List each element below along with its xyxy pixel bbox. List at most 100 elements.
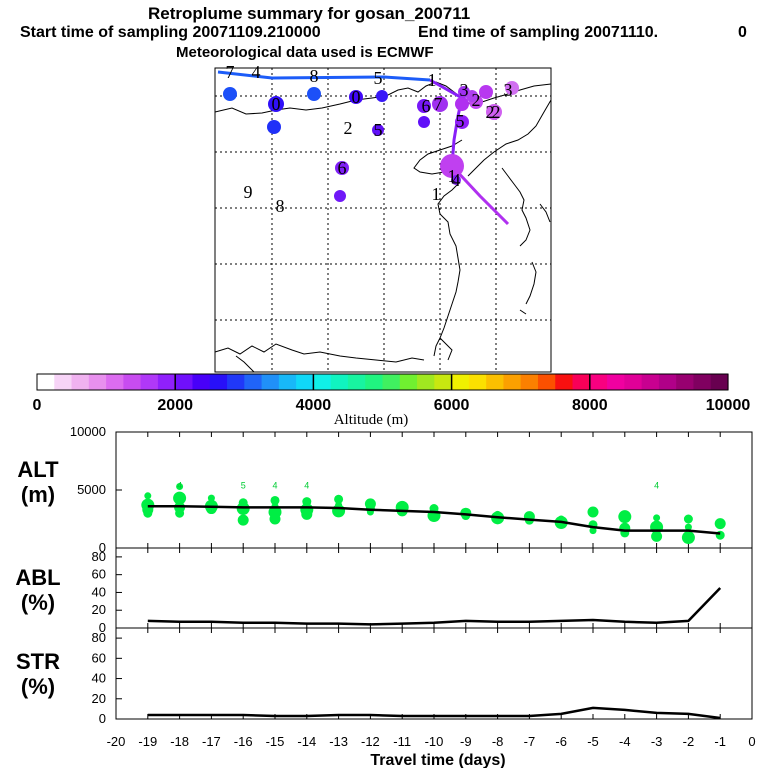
alt-scatter-point <box>207 494 215 502</box>
trajectory-day-number: 6 <box>338 158 347 178</box>
trajectory-dot <box>486 104 502 120</box>
abl-y-tick: 80 <box>92 549 106 564</box>
str-y-tick: 40 <box>92 671 106 686</box>
trajectory-dot <box>267 120 281 134</box>
alt-marker-labels: 4 5 4 4 4 <box>177 481 659 491</box>
trajectory-day-number: 4 <box>252 62 261 82</box>
str-y-tick: 20 <box>92 691 106 706</box>
alt-scatter-point <box>332 504 346 518</box>
x-tick: -6 <box>555 734 567 749</box>
colorbar-cell <box>607 374 625 390</box>
x-axis-label: Travel time (days) <box>370 752 505 768</box>
alt-scatter-point <box>618 510 632 524</box>
alt-scatter-point <box>714 518 726 530</box>
trajectory-day-number: 1 <box>428 70 437 90</box>
abl-y-tick: 60 <box>92 567 106 582</box>
trajectory-dot <box>466 90 478 102</box>
trajectory-dot <box>418 116 430 128</box>
trajectory-dot <box>349 90 363 104</box>
x-tick: -1 <box>714 734 726 749</box>
colorbar-cell <box>261 374 280 390</box>
trajectory-dot <box>417 99 431 113</box>
x-tick: -7 <box>524 734 536 749</box>
trajectory-day-number: 3 <box>504 80 513 100</box>
map-gridlines <box>215 68 551 372</box>
trajectory-dot <box>455 115 469 129</box>
trajectory-dot <box>268 96 284 112</box>
x-tick: -2 <box>683 734 695 749</box>
str-y-tick: 60 <box>92 650 106 665</box>
x-tick: -3 <box>651 734 663 749</box>
str-line <box>147 706 721 720</box>
alt-scatter-point <box>176 483 184 491</box>
colorbar-tick: 2000 <box>157 397 193 414</box>
alt-marker-label: 4 <box>654 481 659 491</box>
trajectory-day-number: 2 <box>344 118 353 138</box>
colorbar-cell <box>347 374 366 390</box>
colorbar-major-dividers <box>174 374 591 390</box>
trajectory-day-number: 2 <box>472 90 481 110</box>
abl-y-tick: 40 <box>92 584 106 599</box>
colorbar-cell <box>399 374 418 390</box>
trajectory-day-number: 1 <box>448 166 457 186</box>
x-tick: -15 <box>266 734 285 749</box>
colorbar-cell <box>417 374 435 390</box>
colorbar-cell <box>624 374 643 390</box>
colorbar-cell <box>451 374 470 390</box>
trajectory-dot <box>432 96 448 112</box>
x-tick: -5 <box>587 734 599 749</box>
trajectory-dot <box>455 97 469 111</box>
alt-y-tick: 0 <box>99 540 106 555</box>
trajectory-dot <box>372 124 384 136</box>
time-series-panels: ALT (m) ABL (%) STR (%) 1000050000806040… <box>15 424 755 768</box>
colorbar-cell <box>37 374 55 390</box>
alt-y-tick: 10000 <box>70 424 106 439</box>
colorbar-cell <box>434 374 453 390</box>
start-time: Start time of sampling 20071109.210000 <box>20 24 321 41</box>
alt-scatter-point <box>589 527 597 535</box>
abl-line <box>147 587 722 626</box>
alt-scatter-point <box>143 508 153 518</box>
colorbar-cell <box>54 374 73 390</box>
trajectory-day-number: 7 <box>226 62 235 82</box>
trajectory-day-number: 9 <box>244 182 253 202</box>
x-tick: -16 <box>234 734 253 749</box>
alt-marker-label: 4 <box>177 481 182 491</box>
trajectory-dot <box>335 161 349 175</box>
trajectory-segment-low <box>450 164 510 226</box>
trajectory-day-number: 1 <box>432 184 441 204</box>
x-tick: -13 <box>329 734 348 749</box>
trajectory-day-number: 0 <box>272 94 281 114</box>
trajectory-day-number: 8 <box>310 66 319 86</box>
trajectory-dot <box>440 154 464 178</box>
x-tick: -19 <box>138 734 157 749</box>
alt-marker-label: 5 <box>241 481 246 491</box>
trajectory-day-number: 0 <box>352 87 361 107</box>
alt-scatter-point <box>173 491 187 505</box>
colorbar-cell <box>589 374 608 390</box>
alt-mean-line <box>147 504 721 535</box>
x-tick: -9 <box>460 734 472 749</box>
colorbar-tick: 4000 <box>296 397 332 414</box>
x-tick: -18 <box>170 734 189 749</box>
trajectory-day-number: 6 <box>422 96 431 116</box>
met-data-note: Meteorological data used is ECMWF <box>176 44 434 61</box>
alt-scatter-point <box>683 514 693 524</box>
x-tick: -8 <box>492 734 504 749</box>
alt-scatter-point <box>270 495 280 505</box>
colorbar-cell <box>503 374 522 390</box>
colorbar-frame <box>36 373 729 391</box>
str-unit: (%) <box>21 674 55 699</box>
colorbar-cell <box>693 374 712 390</box>
alt-unit: (m) <box>21 482 55 507</box>
panel-labels: ALT (m) ABL (%) STR (%) <box>15 457 60 699</box>
alt-scatter-point <box>653 514 661 522</box>
trajectory-day-number: 4 <box>452 170 461 190</box>
x-tick: 0 <box>748 734 755 749</box>
colorbar-cell <box>106 374 124 390</box>
alt-marker-label: 4 <box>304 481 309 491</box>
colorbar-cell <box>468 374 487 390</box>
